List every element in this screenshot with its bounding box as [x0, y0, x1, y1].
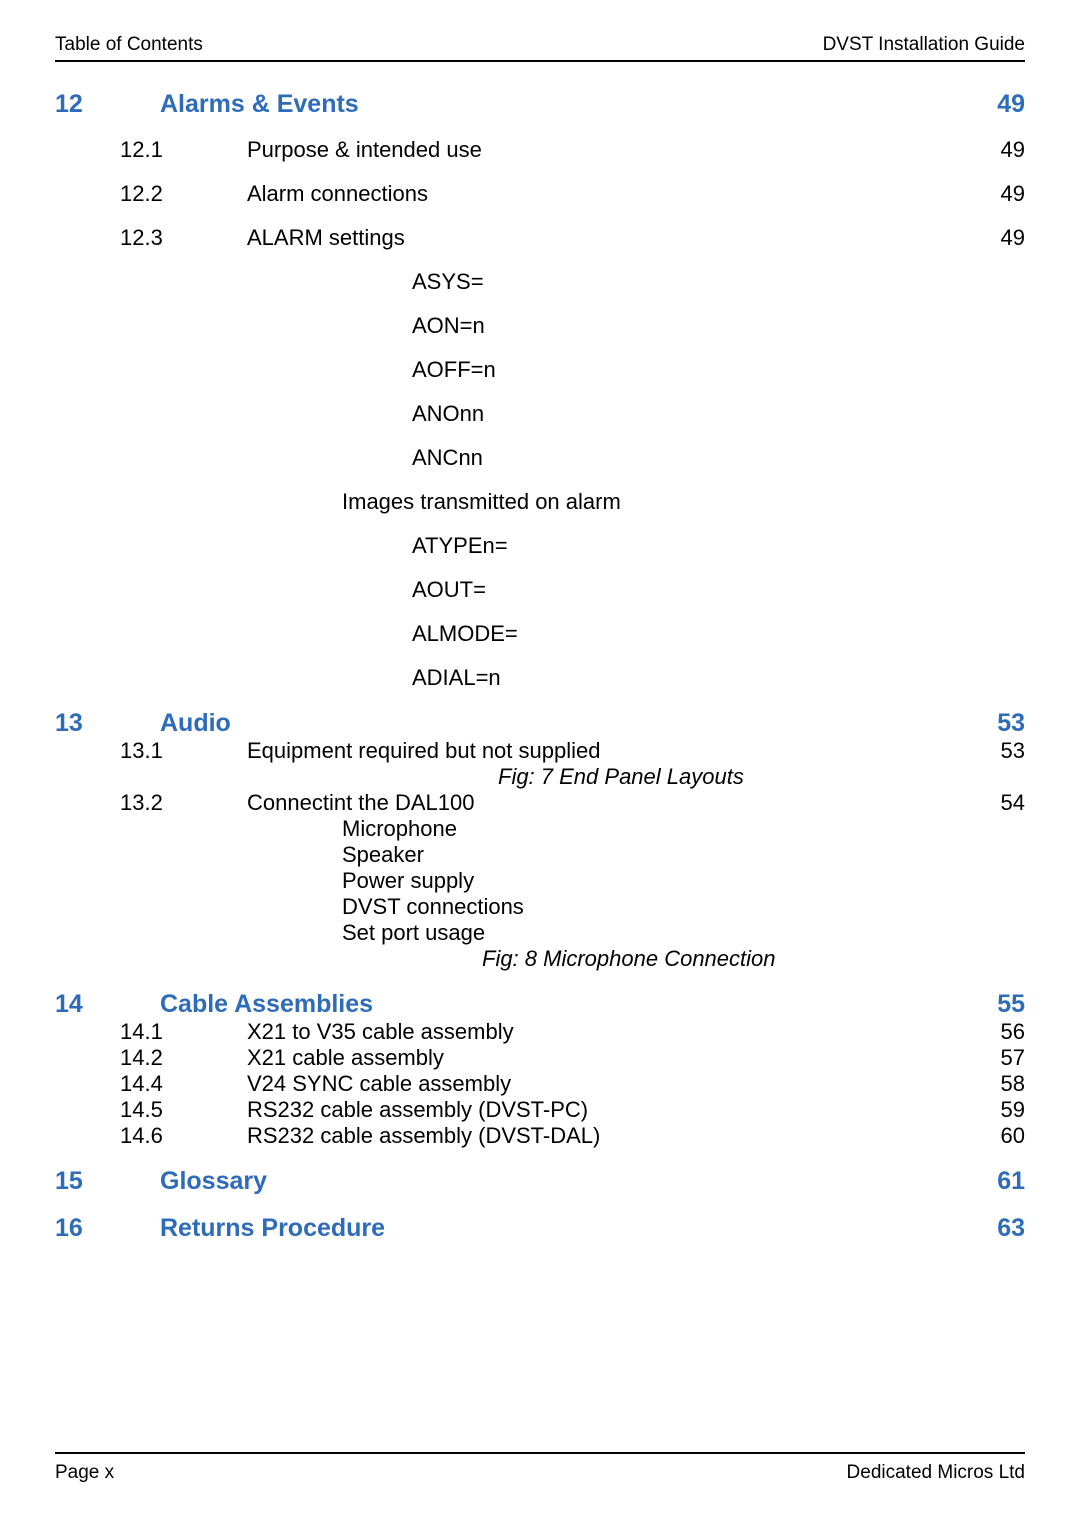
setting-item: AOUT= [55, 577, 1025, 603]
toc-section-row: 14 Cable Assemblies 55 [55, 990, 1025, 1019]
toc-section-row: 16 Returns Procedure 63 [55, 1214, 1025, 1243]
sub-page: 53 [1001, 738, 1025, 764]
figure-caption: Fig: 8 Microphone Connection [55, 946, 1025, 972]
sub-number: 12.2 [55, 181, 247, 207]
setting-item: ASYS= [55, 269, 1025, 295]
toc-section-row: 12 Alarms & Events 49 [55, 90, 1025, 119]
section-number: 15 [55, 1167, 160, 1196]
list-item: DVST connections [55, 894, 1025, 920]
sub-title: Equipment required but not supplied [247, 738, 600, 764]
toc-sub-row: 14.4 V24 SYNC cable assembly 58 [55, 1071, 1025, 1097]
toc-sub-row: 12.1 Purpose & intended use 49 [55, 137, 1025, 163]
sub-page: 58 [1001, 1071, 1025, 1097]
sub-title: V24 SYNC cable assembly [247, 1071, 511, 1097]
header-rule [55, 60, 1025, 62]
sub-title: ALARM settings [247, 225, 405, 251]
toc-section-row: 15 Glossary 61 [55, 1167, 1025, 1196]
toc-sub-row: 12.2 Alarm connections 49 [55, 181, 1025, 207]
sub-title: X21 to V35 cable assembly [247, 1019, 514, 1045]
list-item: Microphone [55, 816, 1025, 842]
header-right: DVST Installation Guide [823, 34, 1025, 56]
figure-caption: Fig: 7 End Panel Layouts [55, 764, 1025, 790]
sub-page: 56 [1001, 1019, 1025, 1045]
sub-page: 60 [1001, 1123, 1025, 1149]
sub-number: 12.1 [55, 137, 247, 163]
sub-number: 14.2 [55, 1045, 247, 1071]
section-page: 63 [997, 1214, 1025, 1243]
toc-content: 12 Alarms & Events 49 12.1 Purpose & int… [55, 90, 1025, 1243]
sub-title: X21 cable assembly [247, 1045, 444, 1071]
setting-item: ATYPEn= [55, 533, 1025, 559]
section-page: 49 [997, 90, 1025, 119]
sub-page: 54 [1001, 790, 1025, 816]
sub-title: RS232 cable assembly (DVST-PC) [247, 1097, 588, 1123]
sub-title: RS232 cable assembly (DVST-DAL) [247, 1123, 600, 1149]
sub-number: 14.4 [55, 1071, 247, 1097]
section-number: 12 [55, 90, 160, 119]
toc-sub-row: 14.2 X21 cable assembly 57 [55, 1045, 1025, 1071]
setting-item: AOFF=n [55, 357, 1025, 383]
section-number: 14 [55, 990, 160, 1019]
section-number: 13 [55, 709, 160, 738]
section-title: Alarms & Events [160, 90, 359, 119]
setting-item: ANOnn [55, 401, 1025, 427]
setting-group-label: Images transmitted on alarm [55, 489, 1025, 515]
sub-page: 49 [1001, 225, 1025, 251]
toc-sub-row: 14.1 X21 to V35 cable assembly 56 [55, 1019, 1025, 1045]
sub-number: 14.6 [55, 1123, 247, 1149]
setting-item: ADIAL=n [55, 665, 1025, 691]
toc-sub-row: 14.6 RS232 cable assembly (DVST-DAL) 60 [55, 1123, 1025, 1149]
section-title: Audio [160, 709, 231, 738]
sub-page: 59 [1001, 1097, 1025, 1123]
toc-sub-row: 13.1 Equipment required but not supplied… [55, 738, 1025, 764]
sub-number: 13.1 [55, 738, 247, 764]
section-title: Cable Assemblies [160, 990, 373, 1019]
sub-title: Connectint the DAL100 [247, 790, 475, 816]
sub-number: 12.3 [55, 225, 247, 251]
sub-title: Alarm connections [247, 181, 428, 207]
page-footer: Page x Dedicated Micros Ltd [55, 1462, 1025, 1484]
sub-number: 14.5 [55, 1097, 247, 1123]
sub-page: 57 [1001, 1045, 1025, 1071]
toc-section-row: 13 Audio 53 [55, 709, 1025, 738]
setting-item: AON=n [55, 313, 1025, 339]
section-title: Returns Procedure [160, 1214, 385, 1243]
sub-number: 14.1 [55, 1019, 247, 1045]
sub-page: 49 [1001, 181, 1025, 207]
toc-sub-row: 14.5 RS232 cable assembly (DVST-PC) 59 [55, 1097, 1025, 1123]
footer-left: Page x [55, 1462, 114, 1484]
sub-title: Purpose & intended use [247, 137, 482, 163]
footer-rule [55, 1452, 1025, 1454]
page: Table of Contents DVST Installation Guid… [0, 0, 1080, 1528]
section-page: 55 [997, 990, 1025, 1019]
section-title: Glossary [160, 1167, 267, 1196]
section-page: 53 [997, 709, 1025, 738]
sub-number: 13.2 [55, 790, 247, 816]
list-item: Speaker [55, 842, 1025, 868]
setting-item: ALMODE= [55, 621, 1025, 647]
toc-sub-row: 13.2 Connectint the DAL100 54 [55, 790, 1025, 816]
section-number: 16 [55, 1214, 160, 1243]
footer-right: Dedicated Micros Ltd [847, 1462, 1025, 1484]
header-left: Table of Contents [55, 34, 203, 56]
list-item: Power supply [55, 868, 1025, 894]
sub-page: 49 [1001, 137, 1025, 163]
toc-sub-row: 12.3 ALARM settings 49 [55, 225, 1025, 251]
setting-item: ANCnn [55, 445, 1025, 471]
page-header: Table of Contents DVST Installation Guid… [55, 34, 1025, 56]
list-item: Set port usage [55, 920, 1025, 946]
section-page: 61 [997, 1167, 1025, 1196]
